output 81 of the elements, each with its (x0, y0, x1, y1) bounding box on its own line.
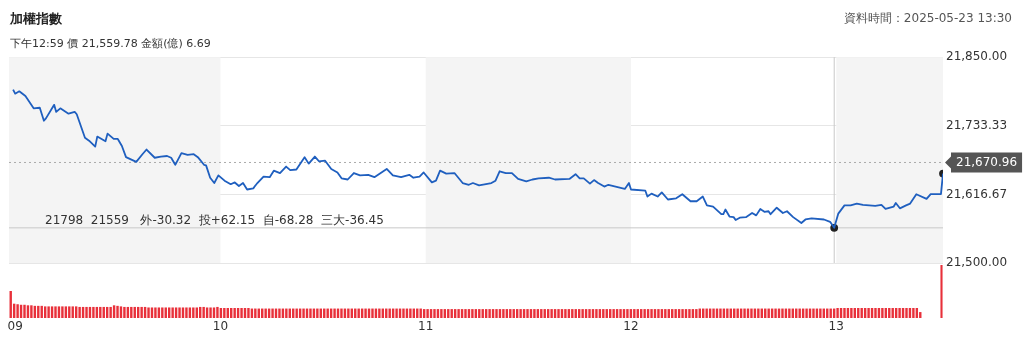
bar (519, 309, 522, 318)
y-tick-label: 21,500.00 (946, 255, 1008, 270)
x-tick-label: 12 (623, 319, 639, 334)
bar (271, 308, 274, 318)
bar (457, 309, 460, 318)
text: 資料時間：2025-05-23 13:30 (843, 10, 1012, 27)
x-tick-label: 09 (7, 319, 23, 334)
bar (688, 309, 691, 318)
bar (216, 306, 219, 318)
bar (898, 308, 901, 318)
bar (440, 309, 443, 318)
bar (681, 309, 684, 318)
bar (905, 308, 908, 318)
bar (364, 308, 367, 318)
bar (178, 307, 181, 318)
bar (240, 308, 243, 318)
bar (209, 307, 212, 318)
bar (836, 308, 839, 318)
bar (657, 309, 660, 318)
x-tick-label: 13 (828, 319, 844, 334)
bar (812, 308, 815, 318)
bar (557, 309, 560, 318)
bar (30, 305, 33, 318)
bar (650, 309, 653, 318)
bar (843, 308, 846, 318)
chart-title: 加權指數 (10, 10, 62, 28)
bar (874, 308, 877, 318)
bar (433, 309, 436, 318)
bar (533, 309, 536, 318)
bar (61, 306, 64, 318)
bar (912, 308, 915, 318)
bar (495, 309, 498, 318)
bar (464, 309, 467, 318)
bar (781, 308, 784, 318)
bar (402, 308, 405, 318)
bar (340, 308, 343, 318)
bar (719, 308, 722, 318)
bar (395, 308, 398, 318)
bar (54, 306, 57, 318)
bar (502, 309, 505, 318)
bar (278, 308, 281, 318)
bar (92, 306, 95, 318)
chart-subtitle: 下午12:59 價 21,559.78 金額(億) 6.69 (10, 36, 211, 51)
bar (85, 306, 88, 318)
annotation: 21798 21559 外-30.32 投+62.15 自-68.28 三大-36.45 (45, 212, 384, 229)
bar (47, 306, 50, 318)
bar (247, 308, 250, 318)
bar (588, 309, 591, 318)
bar (116, 305, 119, 318)
bar (16, 304, 19, 318)
bar (23, 304, 26, 318)
bar (333, 308, 336, 318)
bar (805, 308, 808, 318)
bar (750, 308, 753, 318)
y-tick-label: 21,733.33 (946, 117, 1008, 132)
bar (471, 309, 474, 318)
bar (526, 309, 529, 318)
bar (743, 308, 746, 318)
bar (488, 309, 491, 318)
bar (147, 307, 150, 318)
y-tick-label: 21,616.67 (946, 186, 1008, 201)
bar (626, 309, 629, 318)
x-tick-label: 11 (418, 319, 434, 334)
y-tick-label: 21,850.00 (946, 49, 1008, 64)
ref-line-label: 21,670.96 (956, 154, 1018, 169)
bar (123, 306, 126, 318)
bar (185, 307, 188, 318)
bar (426, 309, 429, 318)
bar (867, 308, 870, 318)
bar (619, 309, 622, 318)
bar (774, 308, 777, 318)
bar (309, 308, 312, 318)
bar (154, 307, 157, 318)
bar (564, 309, 567, 318)
bar (409, 308, 412, 318)
bar (371, 308, 374, 318)
bar (881, 308, 884, 318)
bar (712, 308, 715, 318)
bar (595, 309, 598, 318)
x-tick-label: 10 (212, 319, 229, 334)
bar (302, 308, 305, 318)
